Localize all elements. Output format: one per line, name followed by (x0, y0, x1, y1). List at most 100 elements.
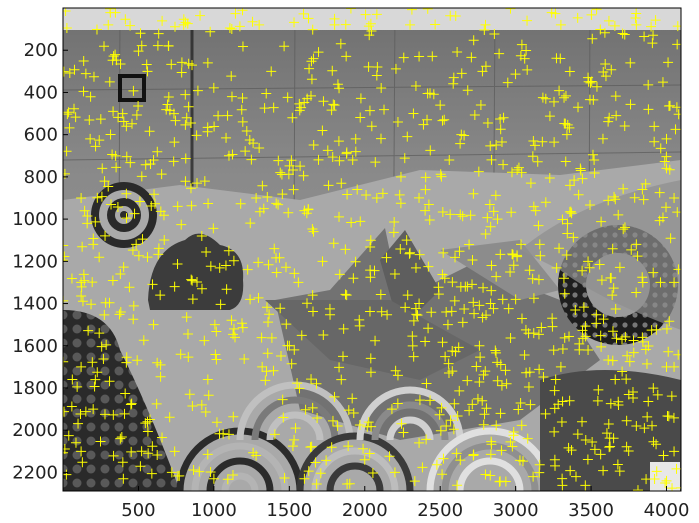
feature-point (88, 404, 99, 415)
feature-point (522, 433, 533, 444)
feature-point (469, 109, 480, 120)
feature-point (259, 103, 270, 114)
feature-point (208, 82, 219, 93)
feature-point (77, 457, 88, 468)
feature-point (118, 262, 129, 273)
feature-point (574, 338, 585, 349)
feature-point (389, 268, 400, 279)
feature-point (70, 437, 81, 448)
feature-point (447, 277, 458, 288)
feature-point (595, 330, 606, 341)
feature-point (106, 199, 117, 210)
feature-point (485, 221, 496, 232)
feature-point (580, 480, 591, 491)
feature-point (104, 297, 115, 308)
feature-point (293, 277, 304, 288)
feature-point (95, 114, 106, 125)
feature-point (661, 151, 672, 162)
feature-point (64, 68, 75, 79)
feature-point (242, 264, 253, 275)
feature-point (220, 260, 231, 271)
feature-point (514, 455, 525, 466)
feature-point (533, 329, 544, 340)
feature-point (496, 137, 507, 148)
feature-point (427, 51, 438, 62)
feature-point (97, 163, 108, 174)
feature-point (226, 24, 237, 35)
feature-point (337, 351, 348, 362)
feature-point (452, 47, 463, 58)
feature-point (262, 192, 273, 203)
feature-point (561, 129, 572, 140)
feature-point (557, 396, 568, 407)
feature-point (334, 269, 345, 280)
feature-point (327, 65, 338, 76)
feature-point (341, 51, 352, 62)
feature-point (263, 317, 274, 328)
feature-point (133, 101, 144, 112)
feature-point (269, 243, 280, 254)
feature-point (340, 289, 351, 300)
feature-point (490, 190, 501, 201)
feature-point (452, 411, 463, 422)
feature-point (360, 9, 371, 20)
feature-point (224, 23, 235, 34)
feature-point (296, 330, 307, 341)
feature-point (99, 309, 110, 320)
feature-point (506, 167, 517, 178)
feature-point (562, 228, 573, 239)
feature-point (221, 132, 232, 143)
feature-point (365, 367, 376, 378)
feature-point (474, 340, 485, 351)
feature-point (275, 167, 286, 178)
feature-point (85, 133, 96, 144)
feature-point (672, 21, 681, 32)
feature-point (181, 312, 192, 323)
feature-point (573, 189, 584, 200)
feature-point (621, 441, 632, 452)
y-tick-label: 1800 (12, 378, 58, 399)
feature-point (460, 281, 471, 292)
feature-point (479, 409, 490, 420)
feature-point (507, 248, 518, 259)
feature-point (632, 485, 643, 491)
feature-point (275, 303, 286, 314)
feature-point (577, 265, 588, 276)
feature-point (202, 449, 213, 460)
feature-point (575, 165, 586, 176)
feature-point (299, 473, 310, 484)
feature-point (151, 398, 162, 409)
feature-point (603, 355, 614, 366)
feature-point (533, 220, 544, 231)
feature-point (587, 33, 598, 44)
feature-point (99, 409, 110, 420)
feature-point (196, 399, 207, 410)
feature-point (180, 89, 191, 100)
feature-point (92, 192, 103, 203)
feature-point (306, 441, 317, 452)
feature-point (114, 309, 125, 320)
feature-point (192, 178, 203, 189)
feature-point (494, 48, 505, 59)
feature-point (561, 249, 572, 260)
feature-point (364, 306, 375, 317)
feature-point (66, 401, 77, 412)
feature-point (128, 300, 139, 311)
feature-point (126, 398, 137, 409)
feature-point (587, 436, 598, 447)
feature-point (161, 104, 172, 115)
feature-point (564, 331, 575, 342)
feature-point (456, 68, 467, 79)
feature-point (484, 199, 495, 210)
feature-point (584, 94, 595, 105)
feature-point (94, 328, 105, 339)
feature-point (340, 19, 351, 30)
feature-point (80, 68, 91, 79)
feature-point (180, 119, 191, 130)
feature-point (440, 351, 451, 362)
feature-point (266, 332, 277, 343)
feature-point (641, 474, 652, 485)
feature-point (467, 254, 478, 265)
x-tick-label: 3000 (493, 500, 539, 521)
feature-point (170, 21, 181, 32)
